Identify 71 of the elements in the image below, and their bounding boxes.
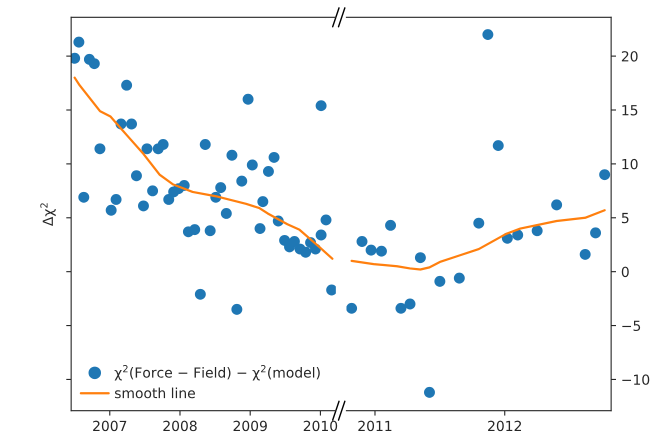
point	[257, 196, 268, 208]
point	[226, 150, 238, 161]
point	[78, 192, 90, 203]
x-tick-label: 2010	[304, 420, 338, 432]
point	[366, 244, 377, 256]
point	[242, 94, 254, 105]
point	[385, 220, 396, 231]
y2-tick-label: 0	[622, 266, 629, 278]
y2-tick-label: 5	[622, 212, 628, 224]
point	[434, 276, 446, 287]
point	[580, 248, 591, 260]
y2-tick-label: −10	[622, 374, 650, 385]
point	[551, 199, 562, 210]
point	[395, 302, 406, 314]
point	[231, 304, 242, 315]
x-tick-label: 2009	[234, 420, 267, 432]
point	[346, 302, 358, 314]
point	[473, 218, 484, 229]
point	[316, 100, 327, 112]
y2-tick-label: −5	[622, 320, 640, 332]
point	[492, 140, 504, 152]
x-tick-label: 2008	[163, 420, 197, 432]
point	[194, 288, 206, 300]
point	[590, 227, 602, 238]
point	[512, 230, 524, 240]
point	[142, 143, 152, 154]
point	[126, 118, 138, 130]
point	[200, 139, 211, 150]
point	[88, 58, 100, 70]
point	[236, 176, 248, 187]
point	[288, 236, 300, 247]
point	[254, 223, 266, 234]
point	[147, 185, 158, 196]
point	[356, 236, 368, 247]
point	[130, 170, 142, 182]
point	[320, 214, 332, 226]
point	[73, 36, 84, 48]
x-tick-label: 2011	[358, 420, 392, 432]
point	[414, 252, 426, 264]
legend-label: χ$^{2}$(Force − Field) − χ$^{2}$(model)	[114, 365, 320, 380]
point	[158, 139, 169, 150]
point	[268, 152, 280, 163]
point	[454, 272, 465, 284]
point	[215, 182, 226, 194]
point	[94, 143, 106, 154]
point	[482, 29, 494, 40]
line-series	[350, 209, 606, 271]
point	[262, 166, 274, 177]
point	[110, 194, 122, 205]
point	[138, 200, 149, 212]
point	[121, 80, 132, 91]
point	[326, 284, 336, 296]
y2-tick-label: 10	[622, 158, 638, 170]
point	[599, 169, 610, 180]
point	[189, 224, 200, 236]
point	[316, 230, 327, 240]
point	[220, 208, 232, 219]
point	[532, 225, 543, 236]
point	[376, 246, 387, 257]
y-axis-title: Δχ$^{2}$	[40, 203, 56, 226]
point	[404, 298, 416, 310]
point	[204, 225, 216, 236]
y2-tick-label: 15	[622, 105, 638, 116]
point	[246, 160, 258, 170]
point	[300, 246, 312, 258]
point	[424, 386, 435, 398]
x-tick-label: 2012	[488, 420, 522, 432]
x-tick-label: 2007	[93, 420, 126, 432]
legend-label: smooth line	[114, 388, 195, 398]
y2-tick-label: 20	[622, 51, 638, 62]
point	[106, 204, 117, 216]
